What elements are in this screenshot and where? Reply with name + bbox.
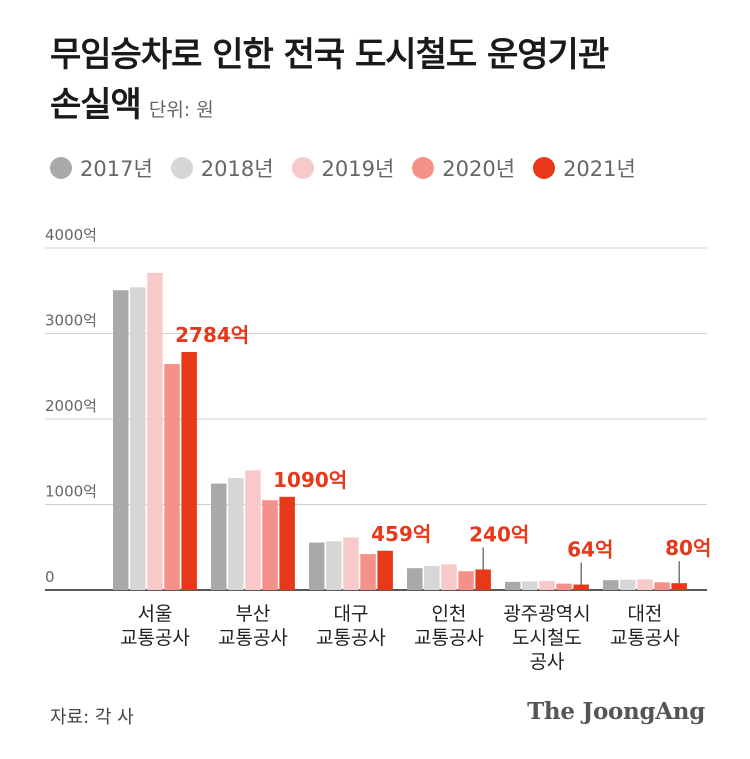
x-category-label: 교통공사 — [316, 627, 386, 649]
x-category-label: 교통공사 — [120, 627, 190, 649]
x-category-label: 광주광역시 — [503, 603, 590, 625]
bar-2019 — [539, 581, 555, 590]
bar-2021 — [671, 583, 687, 590]
x-category-label: 서울 — [137, 603, 172, 625]
y-tick-label: 0 — [45, 568, 55, 586]
legend-label: 2020년 — [442, 157, 516, 181]
bar-2019 — [441, 564, 457, 590]
x-category-label: 대전 — [627, 603, 662, 625]
bar-2019 — [245, 470, 261, 590]
bar-2017 — [113, 290, 129, 590]
bar-2018 — [130, 287, 146, 590]
unit-label: 단위: 원 — [148, 99, 214, 121]
legend-swatch — [291, 157, 314, 179]
bar-2020 — [360, 554, 376, 590]
bar-2019 — [343, 537, 359, 590]
data-label: 80억 — [665, 536, 711, 560]
y-tick-label: 1000억 — [45, 483, 97, 501]
bar-2020 — [458, 571, 474, 590]
data-label: 1090억 — [273, 468, 347, 492]
x-category-label: 인천 — [431, 603, 466, 625]
x-category-label: 공사 — [529, 651, 564, 673]
x-category-label: 교통공사 — [218, 627, 288, 649]
bar-2017 — [505, 581, 521, 590]
legend-item: 2021년 — [533, 153, 636, 183]
legend-swatch — [533, 157, 556, 179]
bar-2018 — [522, 581, 538, 590]
data-label: 240억 — [469, 522, 529, 546]
legend: 2017년 2018년 2019년 2020년 2021년 — [50, 153, 636, 183]
x-category-label: 부산 — [235, 603, 270, 625]
bar-2018 — [620, 579, 636, 590]
bar-2017 — [407, 568, 423, 590]
data-label: 459억 — [371, 522, 431, 546]
legend-item: 2018년 — [170, 153, 274, 183]
bar-2018 — [326, 541, 342, 590]
legend-swatch — [412, 157, 435, 179]
legend-label: 2018년 — [200, 157, 274, 181]
data-label: 2784억 — [175, 323, 249, 347]
bar-2019 — [147, 272, 163, 590]
legend-swatch — [170, 157, 193, 179]
bar-2018 — [228, 477, 244, 590]
publisher-logo: The JoongAng — [527, 698, 705, 725]
y-tick-label: 3000억 — [45, 312, 97, 330]
legend-swatch — [50, 157, 72, 179]
bar-2017 — [603, 580, 619, 590]
bar-2021 — [181, 351, 197, 590]
bar-2021 — [377, 550, 393, 590]
legend-label: 2021년 — [563, 157, 636, 181]
legend-item: 2019년 — [291, 153, 395, 183]
x-category-label: 도시철도 — [512, 627, 582, 649]
bar-2020 — [654, 582, 670, 590]
legend-label: 2019년 — [321, 157, 395, 181]
bar-2021 — [279, 496, 295, 590]
x-category-label: 교통공사 — [610, 627, 680, 649]
title-line-2: 손실액 — [50, 85, 142, 125]
x-category-label: 대구 — [333, 603, 368, 625]
bar-2020 — [262, 500, 278, 590]
bar-2018 — [424, 566, 440, 590]
source-note: 자료: 각 사 — [50, 707, 134, 728]
data-label: 64억 — [567, 538, 613, 562]
legend-item: 2017년 — [50, 153, 153, 183]
bar-chart: 01000억2000억3000억4000억2784억서울교통공사1090억부산교… — [45, 226, 711, 673]
bar-2020 — [556, 583, 572, 590]
bar-2017 — [309, 542, 325, 590]
legend-label: 2017년 — [80, 157, 153, 181]
legend-item: 2020년 — [412, 153, 515, 183]
title-line-1: 무임승차로 인한 전국 도시철도 운영기관 — [50, 35, 609, 75]
bar-2017 — [211, 483, 227, 590]
bar-2021 — [475, 569, 491, 590]
y-tick-label: 4000억 — [45, 226, 97, 244]
chart-title: 무임승차로 인한 전국 도시철도 운영기관 손실액 단위: 원 — [50, 30, 730, 135]
bar-2020 — [164, 364, 180, 590]
bar-2019 — [637, 579, 653, 590]
bar-2021 — [573, 584, 589, 590]
x-category-label: 교통공사 — [414, 627, 484, 649]
y-tick-label: 2000억 — [45, 397, 97, 415]
